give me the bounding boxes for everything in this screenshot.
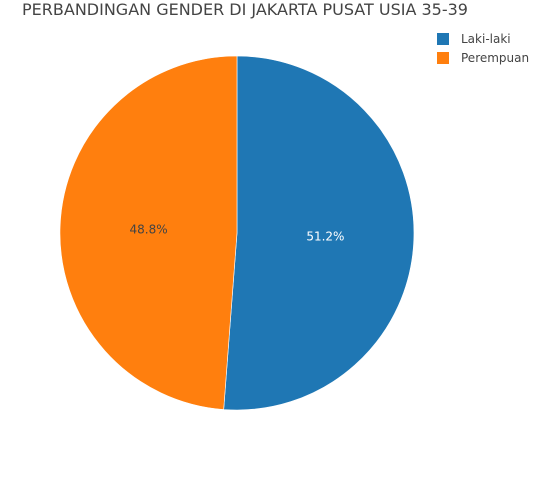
slice-label-perempuan: 48.8% bbox=[130, 223, 168, 237]
legend-label: Laki-laki bbox=[461, 32, 511, 46]
legend-swatch bbox=[437, 52, 449, 64]
pie-slice-perempuan[interactable] bbox=[59, 55, 238, 410]
pie-slices bbox=[59, 55, 415, 411]
legend-swatch bbox=[437, 33, 449, 45]
chart-title: PERBANDINGAN GENDER DI JAKARTA PUSAT USI… bbox=[22, 0, 468, 19]
pie-slice-laki-laki[interactable] bbox=[223, 55, 415, 411]
legend: Laki-laki Perempuan bbox=[437, 32, 529, 65]
legend-item-laki-laki[interactable]: Laki-laki bbox=[437, 32, 511, 46]
legend-label: Perempuan bbox=[461, 51, 529, 65]
slice-label-laki-laki: 51.2% bbox=[306, 229, 344, 243]
slice-labels: 51.2% 48.8% bbox=[130, 223, 345, 244]
legend-item-perempuan[interactable]: Perempuan bbox=[437, 51, 529, 65]
